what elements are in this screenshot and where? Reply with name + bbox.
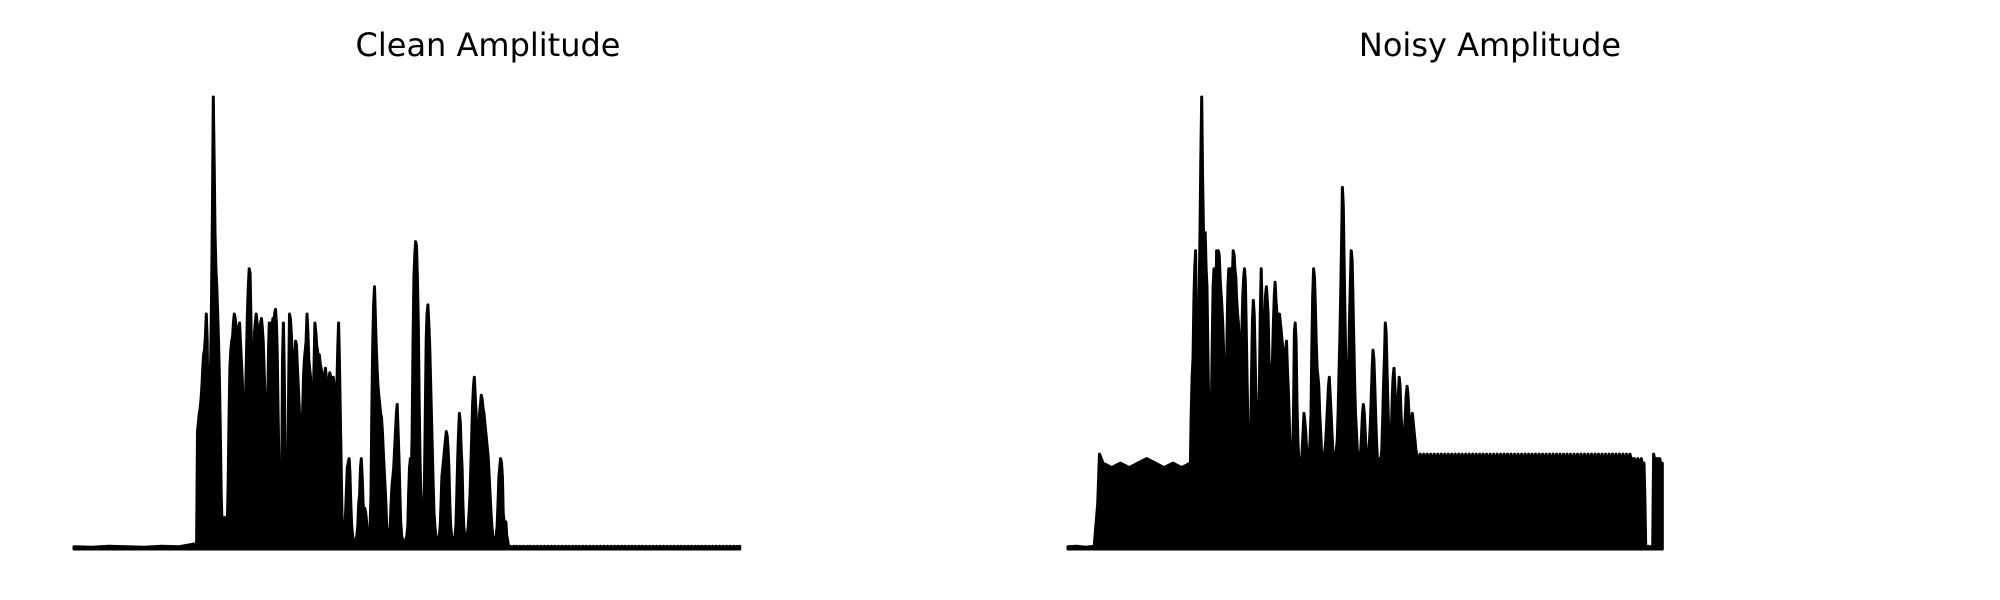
noisy-amplitude-plot (1066, 95, 1664, 551)
clean-amplitude-title: Clean Amplitude (355, 26, 621, 64)
clean-amplitude-waveform (72, 95, 742, 551)
noisy-amplitude-title: Noisy Amplitude (1358, 26, 1622, 64)
clean-amplitude-plot (72, 95, 742, 551)
noisy-amplitude-panel: Noisy Amplitude (1000, 0, 2000, 600)
noisy-amplitude-waveform (1066, 95, 1664, 551)
clean-amplitude-panel: Clean Amplitude (72, 26, 742, 551)
